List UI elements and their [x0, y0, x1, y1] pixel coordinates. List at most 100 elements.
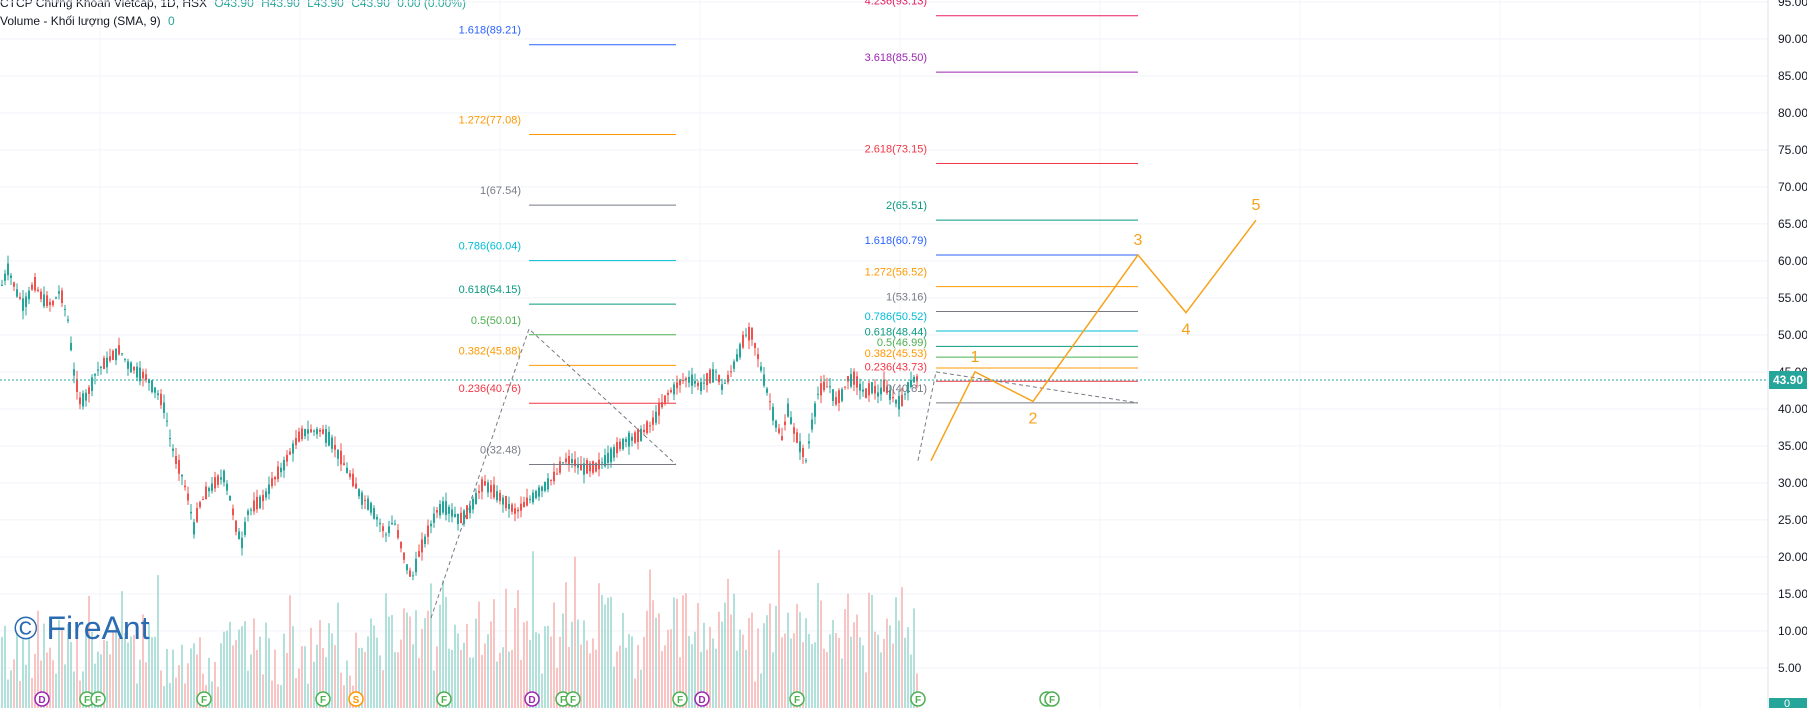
- candle-body: [904, 393, 906, 395]
- candle-body: [193, 522, 195, 535]
- candle-body: [646, 421, 648, 434]
- candle-body: [367, 498, 369, 510]
- volume-bar: [418, 658, 420, 708]
- candle-body: [481, 479, 483, 492]
- candle-body: [793, 427, 795, 434]
- volume-bar: [865, 672, 867, 708]
- candle-body: [553, 471, 555, 482]
- volume-bar: [433, 670, 435, 708]
- candle-body: [640, 428, 642, 441]
- volume-bar: [667, 629, 669, 708]
- candle-body: [322, 429, 324, 434]
- close-value: C43.90: [351, 0, 390, 10]
- candle-body: [448, 506, 450, 514]
- candle-body: [529, 499, 531, 501]
- volume-bar: [208, 657, 210, 708]
- candle-body: [886, 386, 888, 394]
- volume-bar: [94, 663, 96, 708]
- volume-bar: [166, 649, 168, 708]
- volume-bar: [511, 649, 513, 708]
- volume-bar: [493, 599, 495, 708]
- volume-bar: [787, 612, 789, 708]
- price-tick-label: 85.00: [1778, 69, 1807, 83]
- candle-body: [655, 411, 657, 423]
- volume-bar: [67, 623, 69, 708]
- candle-body: [742, 334, 744, 348]
- candle-body: [499, 492, 501, 502]
- candle-body: [745, 334, 747, 336]
- volume-bar: [892, 643, 894, 708]
- candle-body: [391, 523, 393, 525]
- candle-body: [802, 447, 804, 457]
- candle-body: [835, 397, 837, 405]
- volume-bar: [49, 647, 51, 708]
- candle-body: [37, 289, 39, 291]
- volume-bar: [568, 646, 570, 708]
- volume-bar: [604, 604, 606, 708]
- candle-body: [679, 379, 681, 386]
- volume-bar: [541, 673, 543, 708]
- candle-body: [880, 387, 882, 395]
- candle-body: [616, 442, 618, 454]
- candle-body: [100, 366, 102, 368]
- volume-bar: [733, 593, 735, 708]
- volume-bar: [790, 638, 792, 708]
- volume-bar: [7, 679, 9, 708]
- candle-body: [538, 487, 540, 497]
- candle-body: [127, 361, 129, 369]
- candle-body: [661, 402, 663, 408]
- candle-body: [634, 432, 636, 443]
- price-tick-label: 25.00: [1778, 513, 1807, 527]
- volume-bar: [199, 637, 201, 708]
- volume-bar: [547, 625, 549, 708]
- volume-bar: [235, 640, 237, 708]
- candle-body: [841, 389, 843, 402]
- candle-body: [523, 502, 525, 508]
- volume-bar: [1, 636, 3, 708]
- candle-body: [76, 379, 78, 392]
- volume-bar: [484, 643, 486, 708]
- price-tick-label: 40.00: [1778, 402, 1807, 416]
- candle-body: [868, 383, 870, 396]
- event-marker-letter: F: [915, 695, 921, 706]
- candle-body: [331, 437, 333, 449]
- volume-bar: [169, 682, 171, 708]
- volume-bar: [910, 654, 912, 708]
- volume-bar: [565, 582, 567, 708]
- candle-body: [19, 296, 21, 299]
- volume-bar: [898, 620, 900, 708]
- candle-body: [307, 429, 309, 434]
- volume-bar: [454, 624, 456, 708]
- candle-body: [181, 474, 183, 477]
- volume-bar: [778, 549, 780, 708]
- fib-level-label: 0.786(50.52): [865, 311, 927, 323]
- fireant-watermark: © FireAnt: [14, 610, 150, 646]
- candle-body: [205, 486, 207, 500]
- candle-body: [517, 509, 519, 512]
- volume-bar: [13, 659, 15, 708]
- volume-bar: [229, 621, 231, 708]
- candle-body: [418, 551, 420, 557]
- volume-bar: [100, 654, 102, 708]
- candle-body: [385, 534, 387, 536]
- high-value: H43.90: [261, 0, 300, 10]
- event-marker-financial: [789, 691, 805, 707]
- volume-bar: [556, 667, 558, 708]
- volume-bar: [106, 641, 108, 708]
- candle-body: [664, 395, 666, 403]
- volume-bar: [784, 633, 786, 708]
- candle-body: [28, 290, 30, 300]
- candle-body: [760, 366, 762, 371]
- candle-body: [877, 392, 879, 397]
- volume-bar: [349, 675, 351, 708]
- volume-bar: [250, 654, 252, 708]
- candle-body: [1, 284, 3, 286]
- volume-bar: [643, 636, 645, 708]
- candle-body: [160, 393, 162, 406]
- volume-bar: [469, 657, 471, 708]
- volume-bar: [805, 618, 807, 708]
- candle-body: [247, 510, 249, 515]
- volume-bar: [283, 633, 285, 708]
- candle-body: [889, 390, 891, 400]
